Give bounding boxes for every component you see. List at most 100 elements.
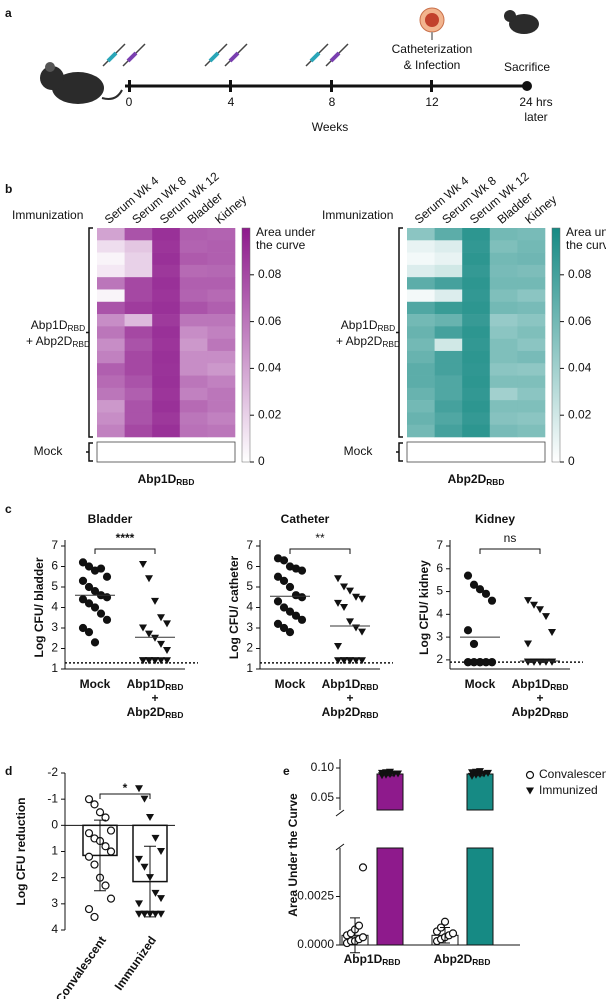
point: [297, 566, 307, 575]
row-group-label: Mock: [344, 444, 374, 458]
x-tick-label: Abp1DRBD: [344, 952, 401, 967]
heat-cell: [489, 338, 518, 352]
heat-cell: [124, 442, 153, 462]
colorbar: [241, 227, 251, 463]
heat-cell: [462, 350, 491, 364]
point: [285, 607, 295, 616]
heat-cell: [207, 240, 236, 253]
colorbar-tick-label: 0.06: [568, 314, 592, 328]
colorbar-tick-label: 0.08: [568, 267, 592, 281]
heat-cell: [152, 277, 181, 290]
heat-cell: [407, 240, 435, 253]
point: [526, 787, 534, 795]
bracket: [86, 227, 93, 438]
heat-cell: [179, 264, 208, 278]
point: [536, 658, 544, 666]
heat-cell: [517, 424, 546, 438]
point: [279, 556, 289, 565]
point: [440, 917, 450, 926]
heat-cell: [152, 350, 181, 364]
heat-cell: [179, 375, 208, 389]
x-tick-label: Mock: [465, 677, 496, 691]
y-axis-label: Log CFU/ bladder: [32, 557, 46, 657]
x-tick-label: Mock: [80, 677, 111, 691]
point: [548, 658, 556, 666]
point: [135, 900, 143, 908]
heat-cell: [124, 350, 153, 364]
bracket: [396, 442, 403, 462]
x-tick-label: Abp2DRBD: [127, 705, 184, 720]
error-bar: [440, 927, 450, 944]
heat-cell: [207, 289, 236, 303]
colorbar-tick-label: 0: [258, 454, 265, 468]
heat-cell: [517, 400, 546, 413]
heat-cell: [97, 314, 125, 327]
heat-cell: [517, 363, 546, 376]
colorbar-tick-label: 0.04: [568, 361, 592, 375]
x-tick-label-part: RBD: [165, 682, 183, 692]
point: [340, 657, 348, 665]
point: [90, 912, 99, 922]
y-tick-label: 0.0000: [297, 937, 334, 951]
timeline-tick: 4: [228, 95, 235, 109]
x-tick-label: +: [536, 691, 543, 705]
heat-cell: [489, 412, 518, 426]
heat-cell: [97, 301, 125, 315]
heat-cell: [124, 252, 153, 266]
heat-cell: [207, 442, 235, 462]
row-group-label: + Abp2DRBD: [336, 334, 400, 349]
heat-cell: [179, 314, 208, 327]
heat-cell: [517, 442, 545, 462]
row-group-label: Abp1DRBD: [341, 318, 395, 333]
heat-cell: [152, 314, 181, 327]
heat-cell: [97, 264, 125, 278]
heat-cell: [152, 240, 181, 253]
point: [101, 881, 110, 890]
heat-cell: [517, 289, 546, 303]
x-tick-label: Convalescent: [53, 934, 109, 999]
heat-cell: [179, 289, 208, 303]
heat-cell: [97, 326, 125, 339]
heat-cell: [179, 424, 208, 438]
point: [475, 585, 485, 594]
point: [163, 657, 171, 665]
x-tick-label-part: +: [346, 691, 353, 705]
heat-cell: [152, 363, 181, 376]
heat-cell: [207, 301, 236, 315]
x-tick-label-part: RBD: [550, 682, 568, 692]
heat-cell: [179, 301, 208, 315]
row-axis-title: Immunization: [322, 208, 393, 222]
bar: [376, 847, 404, 946]
heat-cell: [97, 387, 125, 401]
point: [101, 813, 110, 822]
heat-cell: [152, 400, 181, 413]
point: [463, 626, 473, 635]
heat-cell: [517, 350, 546, 364]
heat-cell: [407, 400, 435, 413]
point: [102, 572, 112, 581]
heat-cell: [489, 363, 518, 376]
y-tick-label: 6: [51, 559, 58, 573]
heat-cell: [517, 252, 546, 266]
point: [530, 658, 538, 666]
heat-cell: [462, 264, 491, 278]
heat-cell: [407, 442, 435, 462]
chart-title-part: Abp2D: [448, 472, 487, 486]
point: [291, 611, 301, 620]
heat-cell: [97, 442, 125, 462]
heat-cell: [207, 387, 236, 401]
row-group-label-part: RBD: [68, 323, 86, 333]
colorbar-tick-label: 0.08: [258, 267, 282, 281]
heat-cell: [517, 326, 546, 339]
heat-cell: [462, 240, 491, 253]
point: [157, 848, 165, 855]
significance-bracket: [479, 548, 541, 554]
heat-cell: [207, 363, 236, 376]
heat-cell: [489, 252, 518, 266]
heat-cell: [489, 314, 518, 327]
point: [78, 623, 88, 633]
heat-cell: [407, 412, 435, 426]
y-tick-label: 6: [246, 559, 253, 573]
chart-title: Abp1DRBD: [138, 472, 195, 487]
error-bar: [94, 819, 106, 892]
